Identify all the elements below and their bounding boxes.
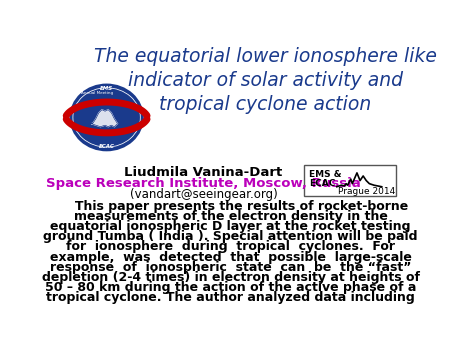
Text: (vandart@seeingear.org): (vandart@seeingear.org) — [130, 187, 277, 201]
Text: This paper presents the results of rocket-borne: This paper presents the results of rocke… — [53, 200, 408, 213]
FancyBboxPatch shape — [304, 165, 396, 196]
Text: example,  was  detected  that  possible  large-scale: example, was detected that possible larg… — [50, 251, 412, 264]
Text: 50 – 80 km during the action of the active phase of a: 50 – 80 km during the action of the acti… — [45, 281, 416, 294]
Ellipse shape — [73, 88, 140, 147]
Ellipse shape — [69, 84, 144, 151]
Text: response  of  ionospheric  state  can  be  the “fast”: response of ionospheric state can be the… — [50, 261, 411, 274]
Text: tropical cyclone. The author analyzed data including: tropical cyclone. The author analyzed da… — [46, 291, 415, 304]
Ellipse shape — [72, 87, 141, 148]
Text: equatorial ionospheric D layer at the rocket testing: equatorial ionospheric D layer at the ro… — [50, 220, 411, 233]
Polygon shape — [91, 110, 117, 127]
Text: EMS &: EMS & — [309, 170, 342, 179]
Text: Space Research Institute, Moscow, Russia: Space Research Institute, Moscow, Russia — [46, 177, 361, 190]
Text: ground Tumba ( India ). Special attention will be paid: ground Tumba ( India ). Special attentio… — [43, 230, 418, 243]
Text: Prague 2014: Prague 2014 — [338, 187, 396, 196]
Text: depletion (2-4 times) in electron density at heights of: depletion (2-4 times) in electron densit… — [41, 271, 419, 284]
Text: Liudmila Vanina-Dart: Liudmila Vanina-Dart — [124, 166, 283, 179]
Text: measurements of the electron density in the: measurements of the electron density in … — [74, 210, 387, 223]
Ellipse shape — [64, 82, 149, 153]
Text: The equatorial lower ionosphere like
indicator of solar activity and
tropical cy: The equatorial lower ionosphere like ind… — [94, 47, 437, 114]
Text: ECAC: ECAC — [309, 179, 335, 188]
Text: Annual Meeting: Annual Meeting — [81, 91, 113, 95]
Text: ECAC: ECAC — [99, 144, 115, 149]
Text: for  ionosphere  during  tropical  cyclones.  For: for ionosphere during tropical cyclones.… — [66, 241, 395, 253]
Text: EMS: EMS — [100, 86, 113, 91]
